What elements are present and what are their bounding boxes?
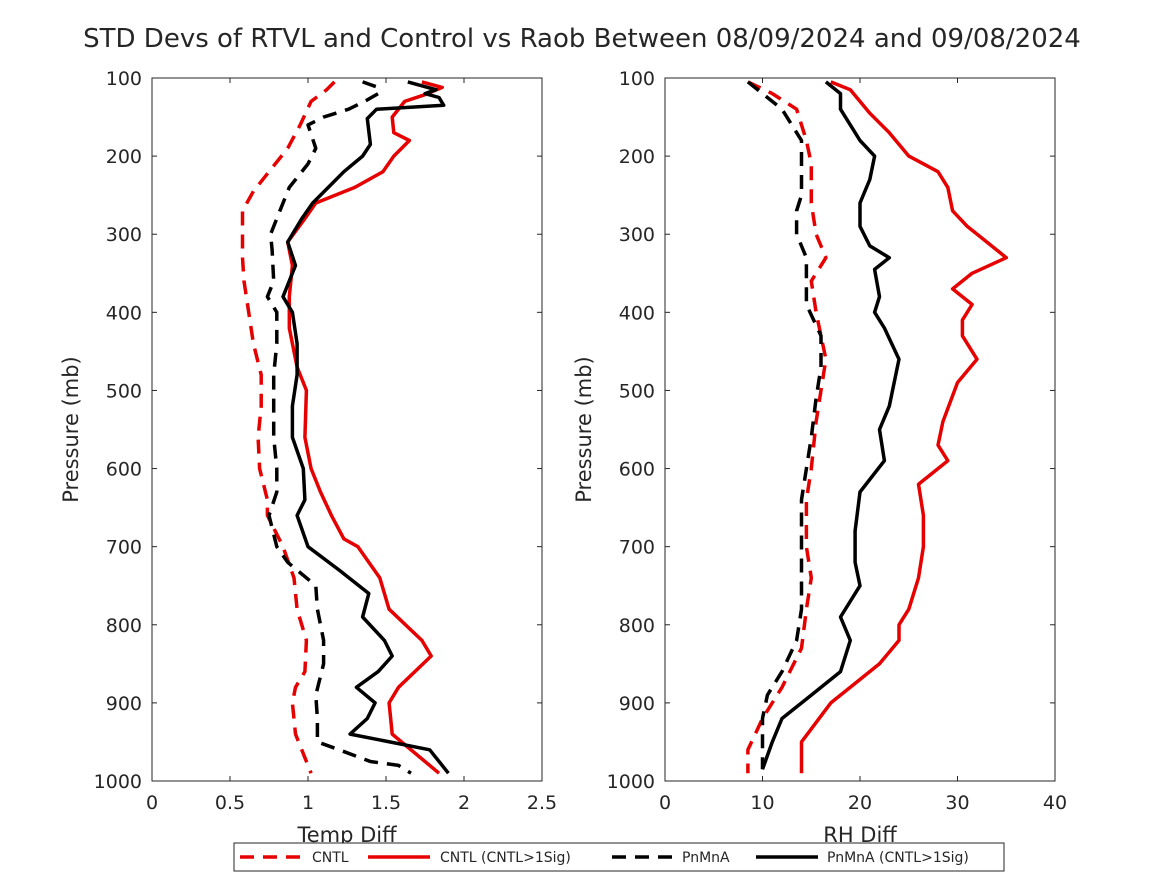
y-tick-label: 700	[619, 537, 655, 559]
legend-label: PnMnA (CNTL>1Sig)	[827, 850, 969, 866]
x-tick-label: 1.5	[371, 792, 401, 814]
x-tick-label: 1	[302, 792, 314, 814]
y-tick-label: 700	[106, 537, 142, 559]
y-tick-label: 400	[106, 302, 142, 324]
y-tick-label: 800	[106, 615, 142, 637]
y-axis-label: Pressure (mb)	[572, 356, 596, 503]
x-tick-label: 0	[659, 792, 671, 814]
y-axis-label: Pressure (mb)	[59, 356, 83, 503]
x-tick-label: 0.5	[215, 792, 245, 814]
series-line-pnmna	[265, 80, 412, 775]
y-tick-label: 600	[619, 459, 655, 481]
series-line-pnmna-cntl-1sig	[281, 80, 450, 775]
x-tick-label: 20	[848, 792, 872, 814]
series-line-cntl	[240, 80, 336, 774]
y-tick-label: 100	[619, 68, 655, 90]
y-tick-label: 300	[106, 224, 142, 246]
series-line-cntl	[746, 80, 828, 774]
legend-label: CNTL	[312, 850, 349, 866]
y-tick-label: 900	[106, 693, 142, 715]
legend: CNTL CNTL (CNTL>1Sig) PnMnA PnMnA (CNTL>1Si…	[233, 842, 1005, 872]
x-tick-label: 10	[750, 792, 774, 814]
x-tick-label: 0	[146, 792, 158, 814]
x-tick-label: 2	[458, 792, 470, 814]
y-tick-label: 500	[106, 380, 142, 402]
y-tick-label: 200	[619, 146, 655, 168]
y-tick-label: 800	[619, 615, 655, 637]
y-tick-label: 400	[619, 302, 655, 324]
series-line-cntl-cntl-1sig	[285, 80, 444, 775]
temp-diff-panel: 0 0.5 1 1.5 2 2.5 100 200 300 400 500 600 700 800 900 1…	[59, 68, 557, 847]
series-line-cntl-cntl-1sig	[799, 80, 1009, 774]
plot-frame	[664, 77, 1056, 782]
legend-label: CNTL (CNTL>1Sig)	[440, 850, 571, 866]
legend-label: PnMnA	[682, 850, 730, 866]
y-tick-label: 500	[619, 380, 655, 402]
series-line-pnmna	[746, 80, 823, 770]
x-tick-label: 40	[1043, 792, 1067, 814]
plot-frame	[151, 77, 543, 782]
y-tick-label: 600	[106, 459, 142, 481]
y-tick-label: 900	[619, 693, 655, 715]
y-tick-label: 100	[106, 68, 142, 90]
rh-diff-panel: 0 10 20 30 40 100 200 300 400 500 600 700 800 900 1000…	[572, 68, 1067, 847]
y-tick-label: 300	[619, 224, 655, 246]
y-tick-label: 1000	[94, 771, 142, 793]
chart-title: STD Devs of RTVL and Control vs Raob Bet…	[83, 24, 1081, 54]
series-line-pnmna-cntl-1sig	[760, 80, 901, 770]
y-tick-label: 200	[106, 146, 142, 168]
y-tick-label: 1000	[607, 771, 655, 793]
x-tick-label: 30	[945, 792, 969, 814]
x-tick-label: 2.5	[527, 792, 557, 814]
